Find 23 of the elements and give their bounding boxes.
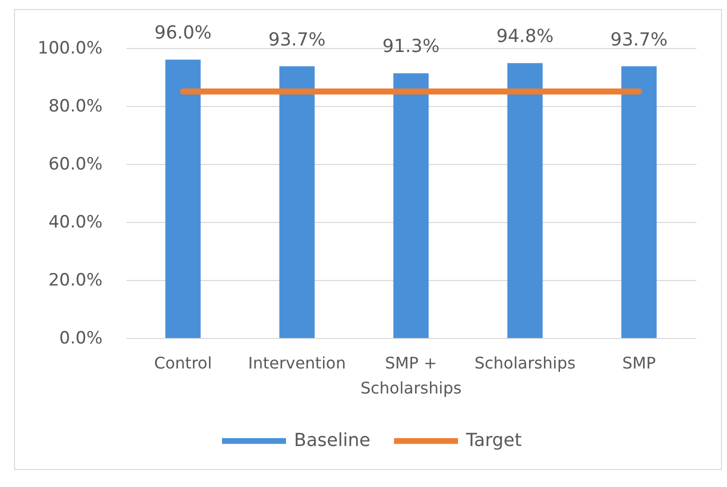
x-tick-label: SMP [622, 354, 656, 372]
data-label: 93.7% [268, 29, 326, 50]
x-tick-label: Scholarships [474, 354, 576, 372]
bar [621, 66, 657, 338]
y-tick-label: 40.0% [48, 212, 102, 232]
data-label: 96.0% [154, 22, 212, 44]
bar [279, 66, 315, 338]
x-tick-label: SMP + Scholarships [360, 354, 462, 398]
bar [507, 63, 543, 338]
legend-label: Target [465, 430, 522, 451]
data-label: 94.8% [496, 26, 554, 48]
y-tick-label: 100.0% [38, 38, 102, 58]
data-label: 93.7% [610, 29, 668, 50]
bar [393, 73, 429, 338]
x-tick-label: Intervention [248, 354, 346, 372]
x-tick-label: Control [154, 354, 212, 372]
y-tick-label: 0.0% [59, 328, 102, 348]
y-tick-label: 20.0% [48, 270, 102, 290]
y-tick-label: 60.0% [48, 154, 102, 174]
bar [165, 60, 201, 338]
legend-label: Baseline [294, 430, 370, 451]
y-tick-label: 80.0% [48, 96, 102, 116]
data-label: 91.3% [382, 36, 440, 58]
